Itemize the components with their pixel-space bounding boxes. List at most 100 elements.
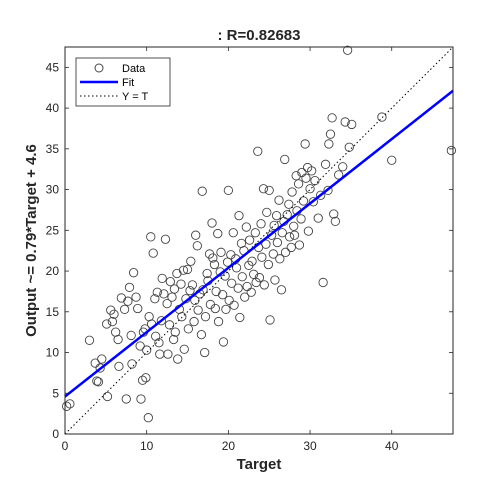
data-point (272, 237, 283, 248)
x-axis-label: Target (237, 456, 282, 473)
data-point (235, 312, 245, 323)
data-point (287, 187, 297, 197)
data-point (148, 248, 158, 258)
data-point (324, 139, 334, 149)
data-point (163, 349, 173, 359)
data-point (320, 159, 331, 169)
data-point (342, 45, 353, 55)
legend-marker-data (94, 63, 104, 73)
data-point (213, 316, 224, 327)
data-point (377, 112, 387, 122)
data-point (274, 195, 284, 205)
data-point (93, 377, 104, 387)
data-point (124, 282, 135, 292)
data-point (244, 235, 255, 245)
x-tick-label: 40 (385, 439, 399, 453)
data-point (213, 228, 223, 239)
data-point (284, 199, 294, 209)
data-point (208, 253, 218, 263)
data-point (102, 391, 113, 402)
data-point (218, 290, 228, 300)
data-point (253, 146, 263, 156)
data-point (267, 230, 277, 240)
data-point (209, 259, 220, 270)
data-point (296, 214, 306, 224)
data-point (234, 211, 244, 221)
data-point (216, 247, 226, 257)
data-point (119, 304, 130, 314)
data-point (189, 316, 199, 327)
data-point (333, 170, 344, 180)
data-point (228, 228, 238, 238)
data-point (133, 303, 143, 314)
data-point (270, 275, 280, 285)
data-point (165, 276, 176, 287)
data-point (347, 119, 357, 130)
data-point (109, 309, 119, 319)
data-point (289, 221, 299, 231)
data-point (269, 220, 279, 231)
data-point (329, 209, 339, 219)
data-point (256, 219, 266, 229)
y-axis: 0 5 10 15 20 25 30 35 40 45 (46, 60, 453, 441)
x-tick-label: 0 (62, 439, 69, 453)
data-point (313, 213, 323, 223)
data-point (305, 184, 315, 194)
data-point (257, 252, 267, 262)
data-point (202, 268, 212, 279)
data-point (323, 185, 333, 196)
legend-label-fit: Fit (122, 77, 134, 89)
data-point (286, 242, 296, 253)
data-point (141, 373, 151, 383)
data-point (237, 272, 247, 282)
data-point (224, 295, 234, 306)
data-point (197, 186, 207, 196)
y-tick-label: 10 (46, 346, 60, 360)
data-point (300, 139, 310, 149)
data-point (123, 296, 133, 306)
data-point (156, 316, 167, 326)
y-tick-label: 40 (46, 101, 60, 115)
plot-frame (64, 46, 454, 435)
data-point (327, 113, 337, 123)
y-tick-label: 25 (46, 223, 60, 237)
data-point (303, 226, 314, 236)
data-point (178, 265, 189, 275)
y-tick-label: 30 (46, 183, 60, 197)
data-point (210, 303, 220, 314)
data-point (143, 413, 153, 423)
data-point (65, 399, 75, 409)
data-point (159, 289, 169, 299)
data-point (387, 155, 397, 165)
data-point (218, 337, 229, 347)
data-point (128, 268, 139, 278)
data-point (325, 129, 336, 139)
data-point (264, 185, 274, 196)
data-point (250, 228, 260, 238)
data-point (246, 287, 256, 297)
identity-line (64, 46, 454, 435)
x-tick-label: 30 (303, 439, 317, 453)
data-point (263, 259, 274, 270)
data-point (142, 345, 152, 355)
data-point (223, 185, 234, 196)
data-point (127, 359, 137, 369)
data-point (200, 347, 210, 358)
data-point (289, 230, 300, 240)
x-tick-label: 10 (140, 439, 154, 453)
data-point (121, 394, 131, 404)
data-point (173, 354, 183, 364)
data-point (135, 341, 145, 351)
data-point (168, 334, 179, 345)
data-point (284, 232, 295, 242)
data-points (61, 45, 457, 423)
data-point (233, 283, 243, 293)
data-point (152, 287, 162, 297)
data-point (176, 279, 186, 289)
data-point (192, 241, 202, 251)
y-tick-label: 35 (46, 142, 60, 156)
data-point (61, 401, 72, 411)
legend-label-identity: Y = T (122, 91, 148, 103)
data-point (131, 292, 141, 302)
data-point (446, 145, 457, 156)
